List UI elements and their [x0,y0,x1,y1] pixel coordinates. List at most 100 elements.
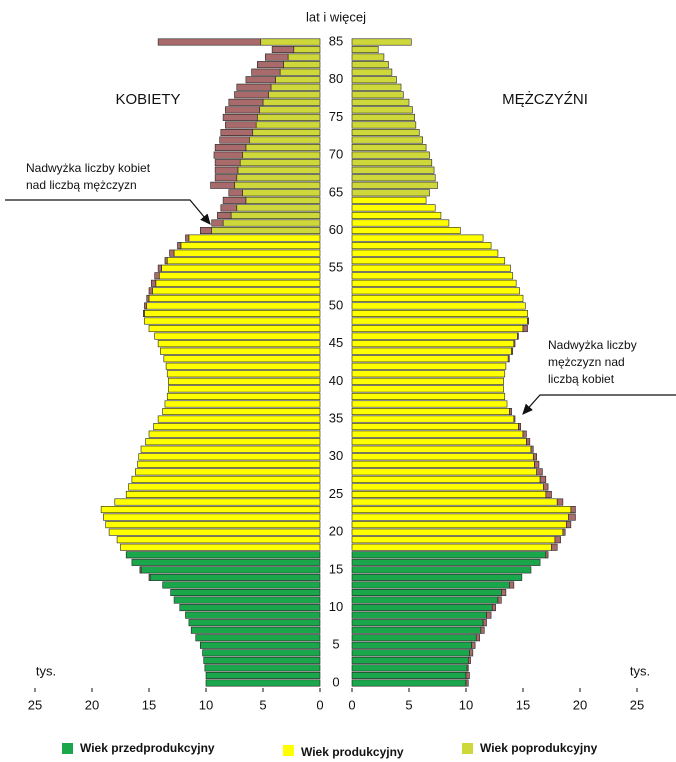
bar [168,385,321,393]
bar [161,264,321,272]
bar [211,227,321,235]
bar [351,506,572,514]
x-tick-label: 0 [316,697,323,712]
bar [148,325,321,333]
bar [158,272,321,280]
bar [236,174,321,182]
bar [351,68,393,76]
excess-bar [532,453,537,461]
bar [252,128,321,136]
bar [205,671,321,679]
bar [185,611,321,619]
bar [351,634,477,642]
excess-bar [539,475,547,483]
bar [242,189,321,197]
bar [236,204,321,212]
excess-bar [513,340,516,348]
legend-swatch [283,745,294,756]
excess-bar [518,423,522,431]
bar [140,566,321,574]
bar [204,664,321,672]
excess-bar [185,234,190,242]
bar [163,355,321,363]
x-tick-label: 5 [259,697,266,712]
excess-bar [570,506,576,514]
bar [131,475,321,483]
bar [351,106,413,114]
excess-bar [213,151,243,159]
bar [351,151,430,159]
bar [239,159,321,167]
annotation: nad liczbą mężczyzn [26,178,137,192]
bar [173,249,321,257]
excess-bar [210,181,235,189]
bar [154,332,321,340]
excess-bar [475,634,480,642]
bar [166,392,321,400]
bar [256,113,321,121]
bar [351,287,520,295]
bar [188,619,321,627]
excess-bar [545,551,549,559]
age-label: 70 [329,147,343,162]
bar [351,460,535,468]
bar [351,196,427,204]
bar [205,679,321,687]
excess-bar [177,242,182,250]
bar [165,362,321,370]
bar [351,528,564,536]
x-tick-label: 20 [85,697,99,712]
bar [108,528,321,536]
excess-bar [214,166,239,174]
unit-label: tys. [630,663,650,678]
bar [195,634,321,642]
excess-bar [509,408,512,416]
excess-bar [148,287,153,295]
bar [351,144,427,152]
excess-bar [530,445,534,453]
bar [351,551,547,559]
bar [157,415,321,423]
excess-bar [522,430,527,438]
age-label: 85 [329,33,343,48]
bar [351,558,541,566]
bar [249,136,321,144]
right-title: MĘŻCZYŹNI [502,90,588,108]
bar [125,551,321,559]
excess-bar [228,98,264,106]
bar [351,641,472,649]
bar [245,144,321,152]
excess-bar [526,438,531,446]
excess-bar [214,159,241,167]
bar [203,656,321,664]
excess-bar [157,264,162,272]
excess-bar [522,325,528,333]
bar [131,558,321,566]
excess-bar [509,581,515,589]
x-tick-label: 25 [28,697,42,712]
excess-bar [214,144,247,152]
bar [160,347,321,355]
bar [145,438,321,446]
excess-bar [556,498,564,506]
age-label: 30 [329,448,343,463]
excess-bar [214,174,238,182]
x-tick-label: 15 [142,697,156,712]
x-tick-label: 0 [348,697,355,712]
bar [351,521,567,529]
age-label: 0 [332,674,339,689]
bar [190,626,321,634]
bar [152,287,321,295]
bar [100,506,321,514]
bar [351,46,379,54]
excess-bar [471,641,476,649]
excess-bar [222,196,247,204]
excess-bar [245,76,276,84]
bar [128,483,321,491]
bar [179,604,321,612]
bar [162,408,321,416]
bar [351,113,416,121]
x-tick-label: 15 [516,697,530,712]
excess-bar [566,521,572,529]
bar [125,490,321,498]
